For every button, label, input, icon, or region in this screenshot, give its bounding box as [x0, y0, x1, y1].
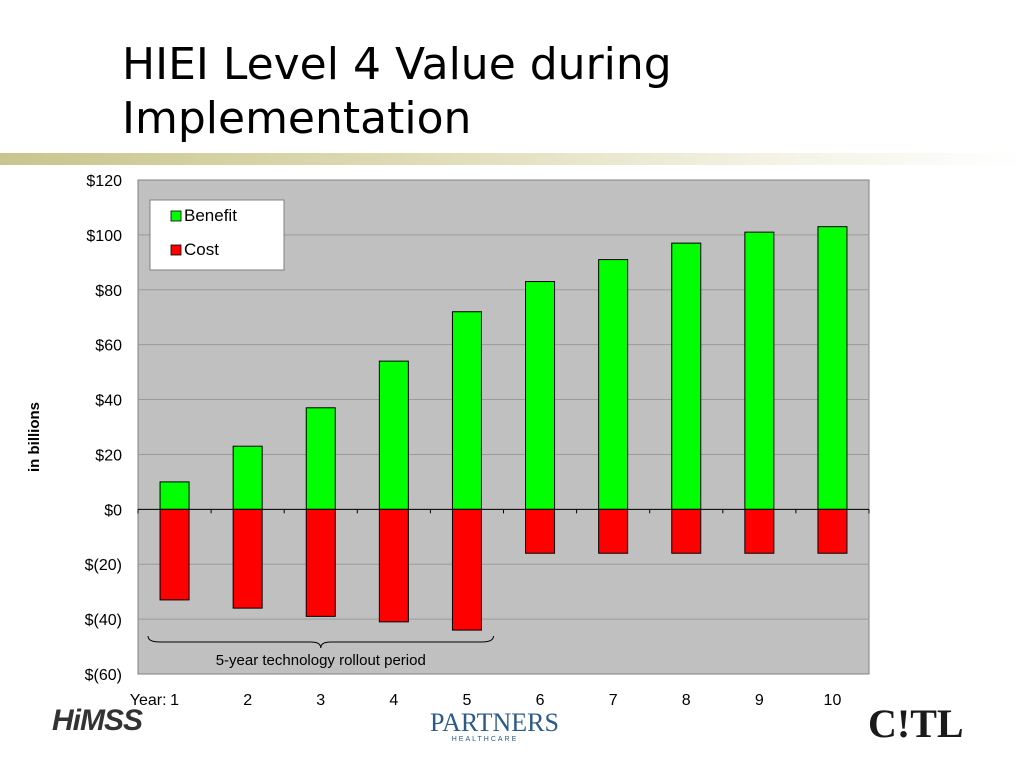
x-tick-label: 3	[316, 692, 325, 709]
y-tick-label: $60	[95, 338, 122, 355]
bar-benefit-year-4	[378, 360, 409, 510]
bar-cost-year-9	[744, 508, 775, 554]
legend-swatch-benefit	[170, 210, 182, 222]
bar-cost-year-7	[598, 508, 629, 554]
y-tick-label: $(60)	[85, 667, 122, 684]
citl-logo: C!TL	[868, 701, 964, 746]
rollout-brace	[147, 635, 494, 649]
x-tick-label: 10	[824, 692, 842, 709]
y-tick-label: $20	[95, 447, 122, 464]
bar-benefit-year-8	[671, 242, 702, 510]
x-tick-label: 5	[462, 692, 471, 709]
annotation-text: 5-year technology rollout period	[216, 652, 426, 669]
x-tick-label: 6	[536, 692, 545, 709]
bar-cost-year-5	[451, 508, 482, 631]
bar-benefit-year-5	[451, 311, 482, 510]
bar-benefit-year-7	[598, 259, 629, 510]
bar-cost-year-6	[525, 508, 556, 554]
x-tick-label: 4	[389, 692, 398, 709]
x-tick-label: 1	[170, 692, 179, 709]
partners-logo: PARTNERS HEALTHCARE	[430, 708, 559, 744]
himss-logo: HiMSS	[52, 704, 143, 737]
x-axis-prefix-label: Year:	[130, 692, 167, 709]
bar-cost-year-8	[671, 508, 702, 554]
x-tick-label: 8	[682, 692, 691, 709]
bar-cost-year-10	[817, 508, 848, 554]
legend-label-cost: Cost	[184, 240, 219, 259]
legend-label-benefit: Benefit	[184, 206, 237, 225]
bar-benefit-year-1	[159, 481, 190, 510]
bar-benefit-year-10	[817, 226, 848, 510]
bar-benefit-year-9	[744, 231, 775, 510]
y-tick-label: $(40)	[85, 612, 122, 629]
x-tick-label: 2	[243, 692, 252, 709]
partners-logo-subtext: HEALTHCARE	[451, 736, 519, 743]
y-tick-label: $120	[86, 173, 122, 190]
title-rule	[0, 153, 1024, 165]
y-tick-label: $100	[86, 228, 122, 245]
y-tick-label: $40	[95, 393, 122, 410]
y-tick-label: $(20)	[85, 557, 122, 574]
bar-benefit-year-2	[232, 445, 263, 510]
partners-logo-text: PARTNERS	[430, 708, 559, 737]
bar-benefit-year-3	[305, 407, 336, 510]
bar-cost-year-1	[159, 508, 190, 601]
y-tick-label: $0	[104, 502, 122, 519]
slide-title: HIEI Level 4 Value during Implementation	[122, 39, 672, 144]
bar-cost-year-2	[232, 508, 263, 609]
x-tick-label: 9	[755, 692, 764, 709]
x-tick-label: 7	[609, 692, 618, 709]
y-axis-title: in billions	[26, 402, 43, 472]
bar-cost-year-4	[378, 508, 409, 623]
legend-swatch-cost	[170, 244, 182, 256]
bar-benefit-year-6	[525, 281, 556, 510]
bar-cost-year-3	[305, 508, 336, 617]
y-tick-label: $80	[95, 283, 122, 300]
